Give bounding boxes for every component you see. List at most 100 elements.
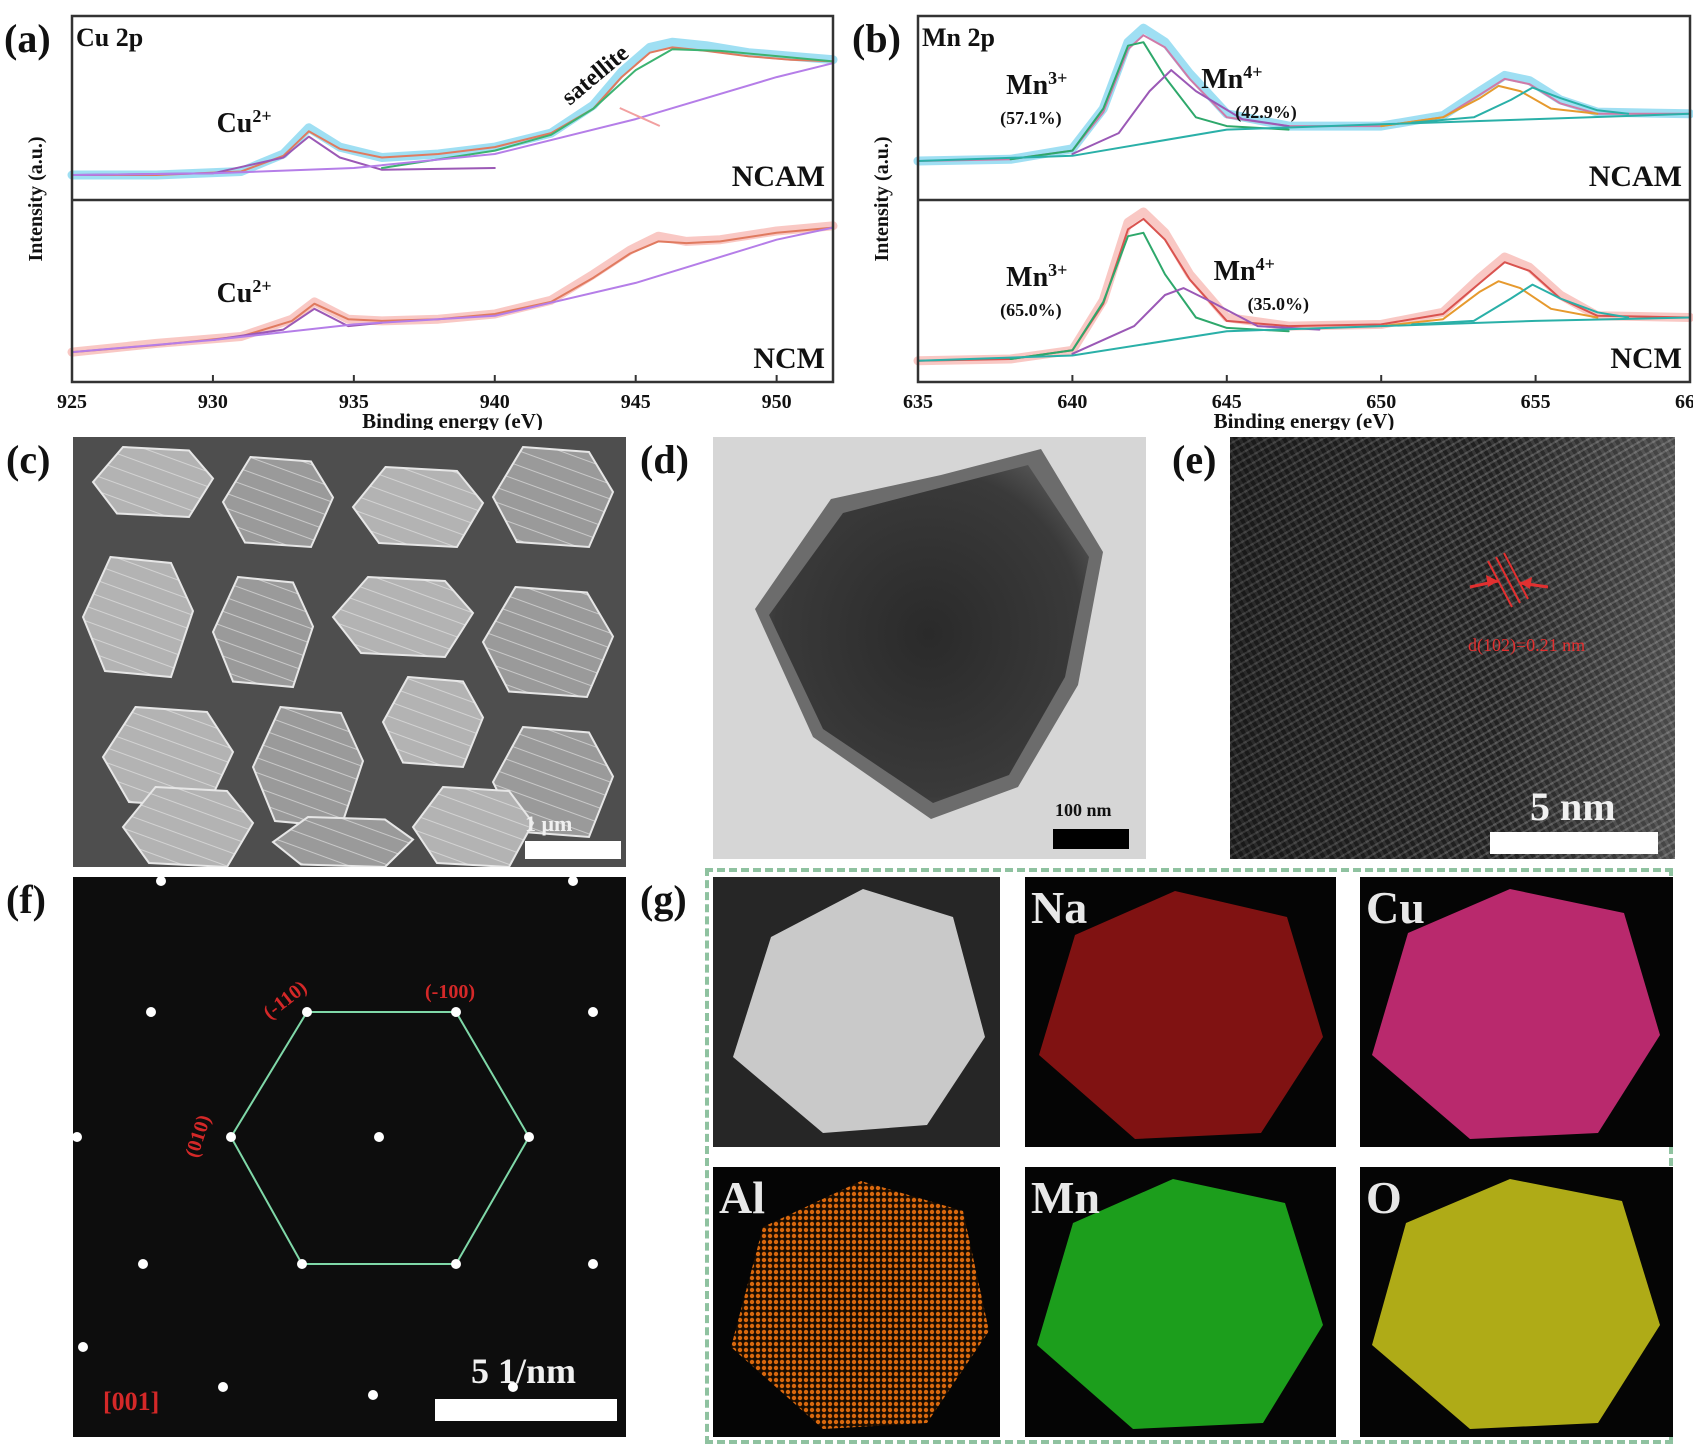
diffraction-spot <box>218 1382 228 1392</box>
series-satellite-component <box>381 48 834 169</box>
sem-plate-steps <box>383 677 483 767</box>
x-axis-label: Binding energy (eV) <box>362 409 543 430</box>
diffraction-spot <box>73 1132 82 1142</box>
sem-particles <box>73 437 626 867</box>
saed-spots <box>73 877 598 1400</box>
series-background <box>917 112 1691 162</box>
sample-label: NCAM <box>1589 160 1682 193</box>
lattice-marker <box>1469 552 1549 608</box>
panel-label-b: (b) <box>852 16 901 61</box>
annotation-percent: (35.0%) <box>1248 294 1310 315</box>
eds-map-al: Al <box>713 1167 1000 1437</box>
y-axis-label: Intensity (a.u.) <box>871 136 893 261</box>
series-background <box>71 62 834 176</box>
sem-plate-steps <box>213 577 313 687</box>
eds-label-cu: Cu <box>1366 882 1425 933</box>
sem-plate-steps <box>123 787 253 867</box>
x-tick-label: 640 <box>1057 391 1087 413</box>
diffraction-spot <box>297 1259 307 1269</box>
eds-label-al: Al <box>719 1172 765 1223</box>
diffraction-spot <box>568 877 578 886</box>
x-tick-label: 645 <box>1212 391 1242 413</box>
eds-frame <box>705 868 1673 1444</box>
sem-plate-steps <box>413 787 533 867</box>
diffraction-spot <box>368 1390 378 1400</box>
panel-label-g: (g) <box>640 877 687 922</box>
sem-plate-steps <box>353 467 483 547</box>
panel-label-a: (a) <box>4 16 51 61</box>
series-background <box>71 226 834 354</box>
subplot-ncm: NCM Mn3+ (65.0%) Mn4+ (35.0%) <box>913 207 1693 375</box>
diffraction-spot <box>78 1342 88 1352</box>
panel-label-d: (d) <box>640 437 689 482</box>
zone-axis-label: [001] <box>103 1387 160 1416</box>
tem-image: 100 nm <box>713 437 1146 859</box>
annotation-percent: (42.9%) <box>1235 102 1297 123</box>
eds-label-na: Na <box>1031 882 1088 933</box>
tem-scale-bar <box>1053 829 1129 849</box>
series-mn4-2p3-2 <box>1071 69 1290 155</box>
eds-label-mn: Mn <box>1031 1172 1100 1223</box>
annotation-mn3plus: Mn3+ <box>1006 68 1067 101</box>
spot-label-2: (-100) <box>425 981 475 1003</box>
eds-map-mn: Mn <box>1025 1167 1336 1437</box>
x-tick-label: 650 <box>1366 391 1396 413</box>
panel-label-e: (e) <box>1172 437 1217 482</box>
x-axis-label: Binding energy (eV) <box>1214 409 1395 430</box>
sem-plate-steps <box>273 817 413 867</box>
diffraction-spot <box>524 1132 534 1142</box>
d-spacing-label: d(102)=0.21 nm <box>1468 635 1586 655</box>
eds-label-o: O <box>1366 1172 1402 1223</box>
diffraction-spot <box>138 1259 148 1269</box>
chart-title: Cu 2p <box>76 23 143 52</box>
y-axis-label: Intensity (a.u.) <box>25 136 47 261</box>
annotation-mn3plus: Mn3+ <box>1006 260 1067 293</box>
x-tick-label: 635 <box>903 391 933 413</box>
series-raw-data <box>67 221 838 357</box>
series-mn4-2p1-2 <box>1411 283 1630 326</box>
series-background <box>917 316 1691 362</box>
panel-label-f: (f) <box>6 877 46 922</box>
subplot-ncm: NCM Cu2+ <box>67 221 838 375</box>
x-tick-label: 935 <box>339 391 369 413</box>
xps-chart-b: NCAM Mn3+ (57.1%) Mn4+ (42.9%) NCM Mn3+ (65.0%)… <box>852 14 1693 430</box>
sem-plate-steps <box>223 457 333 547</box>
series-mn3-2p1-2 <box>1380 280 1599 328</box>
annotation-percent: (65.0%) <box>1000 300 1061 321</box>
hrtem-scale-bar <box>1490 832 1658 854</box>
sem-image: 1 μm <box>73 437 626 867</box>
x-tick-label: 950 <box>762 391 792 413</box>
saed-scale-bar <box>435 1399 617 1421</box>
diffraction-spot <box>588 1259 598 1269</box>
series-envelope <box>71 226 834 354</box>
sem-plate-steps <box>333 577 473 657</box>
sample-label: NCM <box>753 342 825 375</box>
x-tick-label: 945 <box>621 391 651 413</box>
chart-title: Mn 2p <box>922 23 995 52</box>
diffraction-spot <box>226 1132 236 1142</box>
annotation-cu2plus: Cu2+ <box>217 106 272 139</box>
diffraction-spot <box>374 1132 384 1142</box>
sem-scale-text: 1 μm <box>525 811 573 836</box>
series-mn3-2p3-2 <box>1009 231 1290 360</box>
x-tick-label: 660 <box>1675 391 1693 413</box>
sample-label: NCAM <box>732 160 825 193</box>
series-mn3-2p1-2 <box>1380 84 1599 128</box>
hrtem-scale-text: 5 nm <box>1530 784 1616 829</box>
sem-plate-steps <box>83 557 193 677</box>
sem-scale-bar <box>525 841 621 859</box>
diffraction-spot <box>156 877 166 886</box>
panel-label-c: (c) <box>6 437 51 482</box>
annotation-mn4plus: Mn4+ <box>1214 254 1275 287</box>
eds-map-haadf <box>713 877 1000 1147</box>
sem-plate-steps <box>493 447 613 547</box>
x-tick-label: 655 <box>1521 391 1551 413</box>
diffraction-spot <box>588 1007 598 1017</box>
x-tick-label: 930 <box>198 391 228 413</box>
eds-map-o: O <box>1360 1167 1673 1437</box>
sem-plate-steps <box>483 587 613 697</box>
hrtem-image: d(102)=0.21 nm 5 nm <box>1230 437 1675 859</box>
saed-scale-text: 5 1/nm <box>471 1351 577 1391</box>
tem-particle <box>713 437 1146 859</box>
